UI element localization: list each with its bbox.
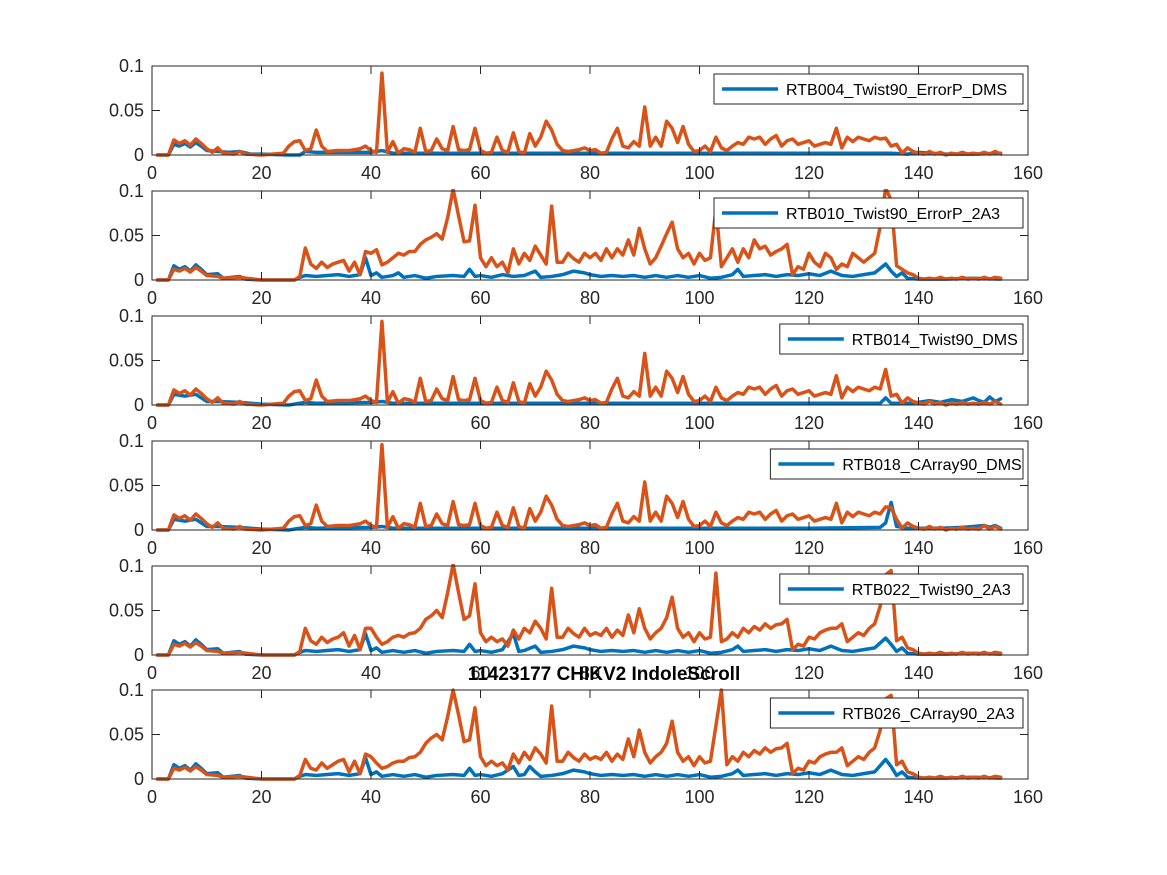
legend-label: RTB010_Twist90_ErrorP_2A3 xyxy=(786,206,1000,223)
x-tick-label: 80 xyxy=(580,787,600,807)
x-tick-label: 0 xyxy=(147,538,157,558)
y-tick-label: 0.1 xyxy=(119,181,144,201)
series-orange-line xyxy=(155,319,1003,407)
x-tick-label: 100 xyxy=(684,663,714,683)
y-tick-label: 0.05 xyxy=(109,725,144,745)
figure-title: 11423177 CHIKV2 IndoleScroll xyxy=(468,664,740,685)
y-tick-label: 0.05 xyxy=(109,101,144,121)
series-orange-line xyxy=(155,564,1003,657)
x-tick-label: 140 xyxy=(903,787,933,807)
x-tick-label: 60 xyxy=(470,663,490,683)
x-tick-label: 60 xyxy=(470,538,490,558)
legend-label: RTB014_Twist90_DMS xyxy=(852,332,1018,349)
subplot-6: 0 20 40 60 80 100 120 140 160 0 0.05 0.1 RTB026_CArr… xyxy=(109,680,1043,807)
series-orange-line xyxy=(155,442,1003,532)
subplot-5: 0 20 40 60 80 100 120 140 160 0 0.05 0.1 RTB022_Twis… xyxy=(109,556,1043,683)
subplot-1: 0 20 40 60 80 100 120 140 160 0 0.05 0.1 RTB004_Twis… xyxy=(109,56,1043,183)
x-tick-label: 60 xyxy=(470,163,490,183)
y-tick-label: 0.1 xyxy=(119,56,144,76)
legend-label: RTB018_CArray90_DMS xyxy=(842,457,1021,474)
y-tick-label: 0.05 xyxy=(109,601,144,621)
x-tick-label: 120 xyxy=(794,538,824,558)
x-tick-label: 60 xyxy=(470,288,490,308)
x-tick-label: 40 xyxy=(361,413,381,433)
y-tick-label: 0 xyxy=(134,520,144,540)
x-tick-label: 100 xyxy=(684,538,714,558)
x-tick-label: 160 xyxy=(1013,163,1043,183)
series-orange-line xyxy=(155,189,1003,282)
y-tick-label: 0 xyxy=(134,145,144,165)
x-tick-label: 120 xyxy=(794,288,824,308)
x-tick-label: 160 xyxy=(1013,787,1043,807)
x-tick-label: 100 xyxy=(684,288,714,308)
x-tick-label: 20 xyxy=(251,787,271,807)
x-tick-label: 60 xyxy=(470,787,490,807)
x-tick-label: 40 xyxy=(361,787,381,807)
legend-label: RTB004_Twist90_ErrorP_DMS xyxy=(786,82,1007,99)
x-tick-label: 120 xyxy=(794,413,824,433)
x-tick-label: 160 xyxy=(1013,288,1043,308)
x-tick-label: 160 xyxy=(1013,538,1043,558)
x-tick-label: 40 xyxy=(361,538,381,558)
x-tick-label: 160 xyxy=(1013,663,1043,683)
x-tick-label: 20 xyxy=(251,663,271,683)
x-tick-label: 40 xyxy=(361,163,381,183)
y-tick-label: 0.05 xyxy=(109,226,144,246)
x-tick-label: 40 xyxy=(361,663,381,683)
x-tick-label: 100 xyxy=(684,413,714,433)
x-tick-label: 80 xyxy=(580,663,600,683)
x-tick-label: 40 xyxy=(361,288,381,308)
x-tick-label: 140 xyxy=(903,413,933,433)
y-tick-label: 0 xyxy=(134,395,144,415)
y-tick-label: 0.05 xyxy=(109,476,144,496)
y-tick-label: 0 xyxy=(134,769,144,789)
x-tick-label: 140 xyxy=(903,163,933,183)
x-tick-label: 20 xyxy=(251,163,271,183)
y-tick-label: 0.1 xyxy=(119,431,144,451)
x-tick-label: 0 xyxy=(147,413,157,433)
x-tick-label: 0 xyxy=(147,163,157,183)
x-tick-label: 20 xyxy=(251,413,271,433)
x-tick-label: 140 xyxy=(903,538,933,558)
y-tick-label: 0.05 xyxy=(109,351,144,371)
legend-label: RTB026_CArray90_2A3 xyxy=(842,706,1014,723)
x-tick-label: 140 xyxy=(903,663,933,683)
y-tick-label: 0 xyxy=(134,645,144,665)
x-tick-label: 100 xyxy=(684,787,714,807)
subplots: 0 20 40 60 80 100 120 140 160 0 0.05 0.1 RTB004_Twis… xyxy=(109,56,1043,807)
x-tick-label: 80 xyxy=(580,163,600,183)
x-tick-label: 20 xyxy=(251,538,271,558)
subplot-4: 0 20 40 60 80 100 120 140 160 0 0.05 0.1 RTB018_CArr… xyxy=(109,431,1043,558)
subplot-3: 0 20 40 60 80 100 120 140 160 0 0.05 0.1 RTB014_Twis… xyxy=(109,306,1043,433)
legend-label: RTB022_Twist90_2A3 xyxy=(852,582,1011,599)
x-tick-label: 80 xyxy=(580,413,600,433)
x-tick-label: 100 xyxy=(684,163,714,183)
x-tick-label: 140 xyxy=(903,288,933,308)
x-tick-label: 80 xyxy=(580,538,600,558)
subplot-2: 0 20 40 60 80 100 120 140 160 0 0.05 0.1 RTB010_Twis… xyxy=(109,181,1043,308)
x-tick-label: 120 xyxy=(794,787,824,807)
series-orange-line xyxy=(155,688,1003,781)
x-tick-label: 20 xyxy=(251,288,271,308)
x-tick-label: 60 xyxy=(470,413,490,433)
y-tick-label: 0.1 xyxy=(119,306,144,326)
x-tick-label: 0 xyxy=(147,288,157,308)
x-tick-label: 0 xyxy=(147,663,157,683)
x-tick-label: 80 xyxy=(580,288,600,308)
x-tick-label: 0 xyxy=(147,787,157,807)
y-tick-label: 0 xyxy=(134,270,144,290)
x-tick-label: 120 xyxy=(794,663,824,683)
x-tick-label: 120 xyxy=(794,163,824,183)
x-tick-label: 160 xyxy=(1013,413,1043,433)
y-tick-label: 0.1 xyxy=(119,556,144,576)
y-tick-label: 0.1 xyxy=(119,680,144,700)
legend-box xyxy=(713,73,1024,105)
series-orange-line xyxy=(155,71,1003,157)
